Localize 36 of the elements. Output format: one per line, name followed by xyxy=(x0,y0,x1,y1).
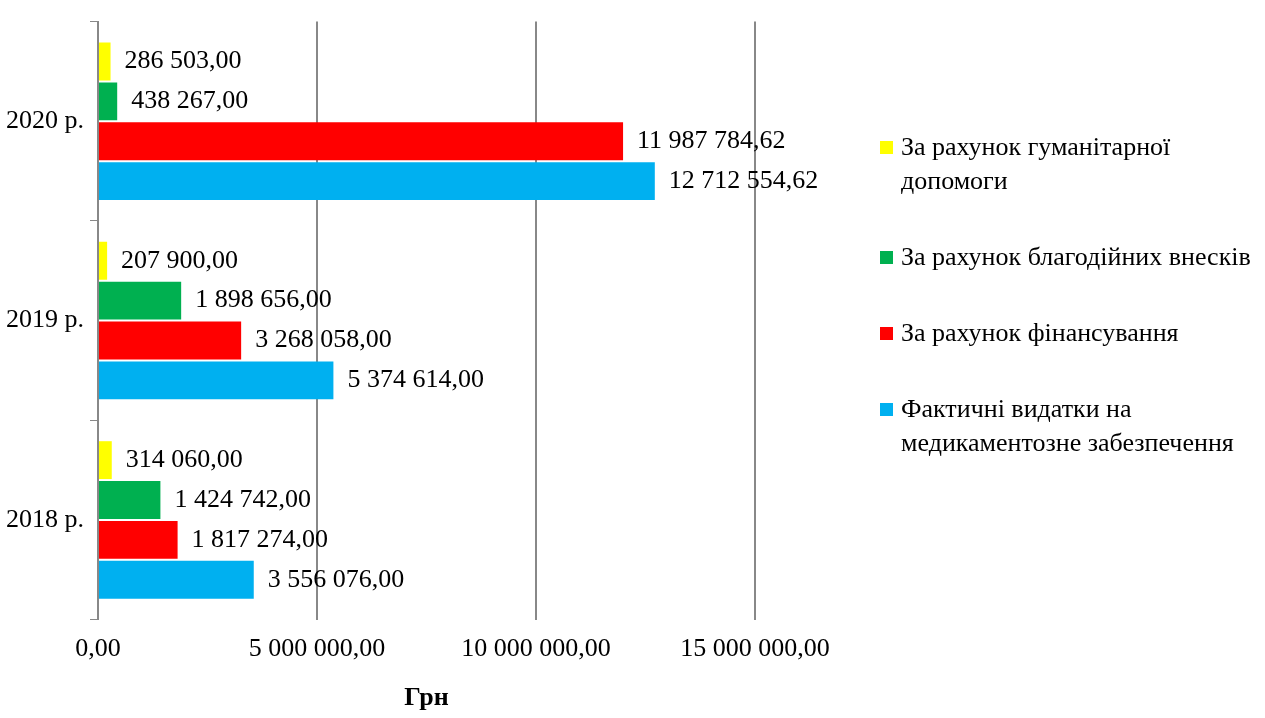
bar xyxy=(99,82,118,121)
data-label: 438 267,00 xyxy=(131,85,249,115)
data-label: 1 817 274,00 xyxy=(191,523,329,553)
data-label: 1 898 656,00 xyxy=(195,284,332,314)
bar xyxy=(99,361,334,400)
x-tick-label: 0,00 xyxy=(75,633,121,663)
data-label: 286 503,00 xyxy=(124,45,242,75)
legend-label: Фактичні видатки на медикаментозне забезпечення xyxy=(901,393,1235,459)
bar xyxy=(99,162,655,200)
data-label: 12 712 554,62 xyxy=(668,164,819,194)
data-label: 1 424 742,00 xyxy=(174,483,311,513)
data-label: 207 900,00 xyxy=(121,244,239,274)
legend-label: За рахунок гуманітарної допомоги xyxy=(901,131,1172,197)
y-tick-label: 2018 р. xyxy=(6,503,84,533)
x-tick-label: 15 000 000,00 xyxy=(680,633,830,663)
y-tick-label: 2020 р. xyxy=(6,105,84,135)
bar xyxy=(99,560,254,599)
bar xyxy=(99,241,108,280)
data-label: 11 987 784,62 xyxy=(637,125,786,155)
data-label: 5 374 614,00 xyxy=(347,364,484,394)
x-tick-label: 5 000 000,00 xyxy=(248,633,386,663)
bar xyxy=(99,42,111,81)
bar xyxy=(99,441,112,480)
x-axis-title: Грн xyxy=(404,682,449,712)
bar xyxy=(99,520,178,559)
bar xyxy=(99,122,624,161)
bar xyxy=(99,321,242,360)
bar xyxy=(99,281,182,320)
legend-label: За рахунок благодійних внесків xyxy=(901,241,1251,273)
y-tick-label: 2019 р. xyxy=(6,304,84,334)
data-label: 3 268 058,00 xyxy=(255,324,392,354)
data-label: 314 060,00 xyxy=(125,443,243,473)
legend-label: За рахунок фінансування xyxy=(901,317,1179,349)
x-tick-label: 10 000 000,00 xyxy=(461,633,611,663)
data-label: 3 556 076,00 xyxy=(267,563,405,593)
bar xyxy=(99,481,161,519)
